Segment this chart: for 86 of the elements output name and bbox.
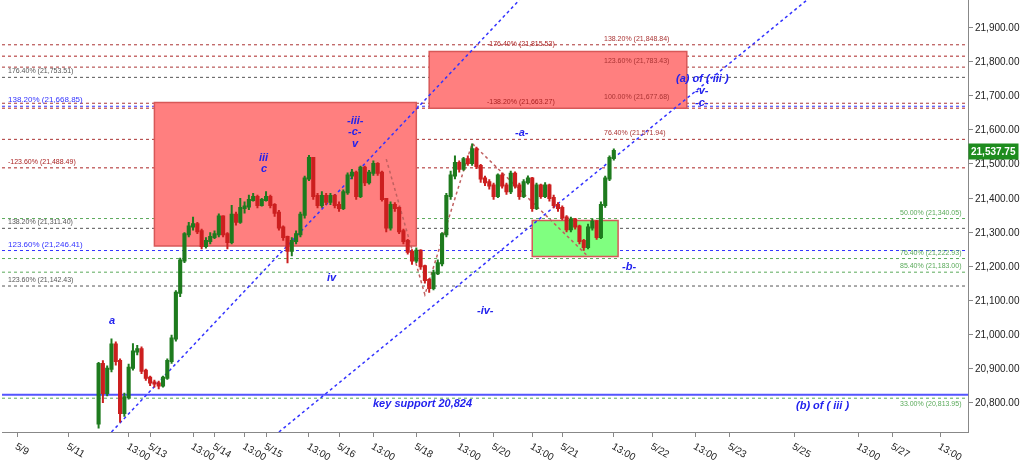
candlestick — [156, 379, 161, 391]
y-tick-label: 21,500.00 — [975, 158, 1020, 170]
y-tick-label: 21,000.00 — [975, 329, 1020, 341]
candlestick — [319, 190, 324, 209]
candlestick — [470, 142, 475, 167]
candlestick — [96, 360, 101, 430]
ref-line-label: 123.60% (21,246.41) — [8, 240, 84, 249]
candlestick — [233, 210, 239, 227]
text: 21,537.75 — [971, 146, 1016, 157]
ref-line-label: key support 20,824 — [373, 397, 473, 409]
candlestick — [208, 231, 213, 246]
candlestick — [585, 222, 591, 251]
candlestick — [328, 191, 333, 206]
candlestick — [255, 193, 260, 210]
annotation: -c- — [695, 96, 709, 108]
annotation: iii — [259, 151, 270, 163]
x-tick-label: 13:00 — [455, 440, 484, 463]
candlestick — [152, 378, 157, 389]
candlestick — [461, 156, 466, 172]
candlestick — [457, 159, 462, 174]
candlestick — [238, 197, 243, 225]
x-tick-label: 5/21 — [558, 440, 582, 461]
candlestick — [534, 181, 539, 212]
y-tick-label: 20,800.00 — [975, 397, 1020, 409]
candlestick — [594, 218, 599, 241]
x-tick-label: 13:00 — [936, 440, 965, 463]
candlestick — [491, 181, 496, 201]
y-tick-label: 20,900.00 — [975, 363, 1020, 375]
candlestick — [362, 164, 367, 188]
candlestick — [465, 154, 470, 167]
candlestick — [358, 164, 363, 200]
annotation: v — [352, 137, 359, 149]
candlestick — [354, 169, 359, 201]
x-tick-label: 5/9 — [13, 440, 32, 458]
x-tick-label: 13:00 — [691, 440, 720, 463]
x-tick-label: 13:00 — [528, 440, 557, 463]
x-tick-label: 5/18 — [412, 440, 436, 461]
candlestick — [414, 246, 419, 264]
candlestick — [538, 182, 543, 200]
x-tick-label: 5/16 — [335, 440, 359, 461]
candlestick — [508, 169, 513, 195]
candlestick — [263, 190, 269, 203]
annotation: c — [261, 162, 268, 174]
annotation: -iii- — [347, 114, 364, 126]
x-tick-label: 5/22 — [648, 440, 672, 461]
candlestick — [100, 359, 105, 404]
candlestick — [246, 193, 251, 212]
x-tick-label: 5/27 — [889, 440, 913, 461]
annotation: -b- — [622, 260, 637, 272]
candlestick — [530, 175, 535, 213]
candlestick — [229, 203, 234, 246]
candlestick — [324, 191, 329, 206]
candlestick — [568, 215, 573, 234]
y-tick-label: 21,200.00 — [975, 260, 1020, 272]
candlestick — [216, 212, 221, 239]
x-tick-label: 13:00 — [610, 440, 638, 463]
x-tick-label: 13:00 — [369, 440, 398, 463]
y-tick-label: 21,800.00 — [975, 55, 1020, 67]
annotation: (a) of ( iii ) — [676, 72, 729, 84]
candlestick — [388, 200, 393, 232]
x-tick-label: 5/11 — [65, 440, 88, 460]
annotation: (b) of ( iii ) — [796, 399, 850, 411]
x-tick-label: 13:00 — [305, 440, 334, 463]
ref-line-label: 138.20% (21,668.85) — [8, 95, 84, 104]
y-tick-label: 21,100.00 — [975, 295, 1020, 307]
candlestick — [521, 178, 526, 200]
annotation: a — [109, 314, 116, 326]
candlestick — [495, 172, 500, 200]
annotation: iv — [327, 271, 338, 283]
x-tick-label: 5/20 — [490, 440, 513, 461]
y-tick-label: 21,900.00 — [975, 21, 1020, 33]
annotation: -c- — [348, 125, 362, 137]
annotation: -iv- — [477, 304, 494, 316]
annotation: -a- — [515, 126, 529, 138]
y-tick-label: 21,300.00 — [975, 226, 1020, 238]
candlestick — [543, 181, 548, 200]
line-series — [385, 142, 589, 296]
x-tick-label: 13:00 — [855, 440, 883, 463]
y-tick-label: 21,600.00 — [975, 124, 1020, 136]
x-tick-label: 5/23 — [726, 440, 749, 461]
candlestick — [332, 192, 337, 210]
y-tick-label: 21,400.00 — [975, 192, 1020, 204]
annotation: -v- — [695, 84, 709, 96]
x-tick-label: 5/25 — [790, 440, 814, 461]
candlestick — [203, 236, 208, 250]
y-tick-label: 21,700.00 — [975, 90, 1020, 102]
